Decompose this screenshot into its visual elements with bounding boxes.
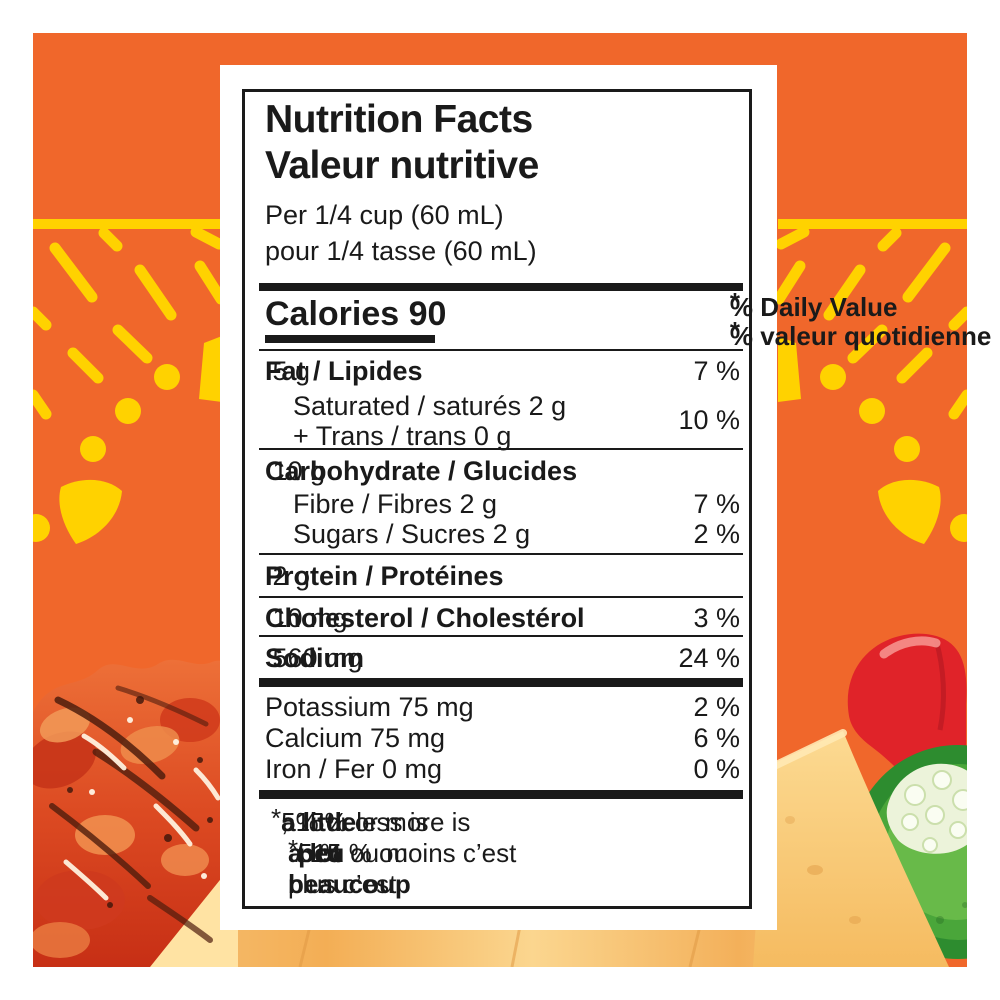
separator-rule xyxy=(259,448,743,450)
cheese-wedge-photo xyxy=(753,729,949,967)
row-calcium-dv: 6 % xyxy=(693,723,740,753)
serving-size-fr: pour 1/4 tasse (60 mL) xyxy=(265,236,537,266)
row-saturated-dv: 10 % xyxy=(678,405,740,435)
row-saturated-line2: + Trans / trans 0 g xyxy=(293,421,512,451)
row-potassium-dv: 2 % xyxy=(693,692,740,722)
nutrition-facts-panel: Nutrition Facts Valeur nutritive Per 1/4 … xyxy=(220,65,992,930)
grilled-meat-photo xyxy=(33,659,238,967)
row-fibre: Fibre / Fibres 2 g xyxy=(293,489,498,519)
separator-thick-bottom xyxy=(259,790,743,799)
separator-rule xyxy=(259,349,743,351)
calories-value: Calories 90 xyxy=(265,295,447,333)
separator-rule xyxy=(259,635,743,637)
footnote-line2: a lot / * 5 % ou moins c’est peu, 15 % ou xyxy=(288,834,524,868)
footnote-line1: * 5% or less is a little, 15% or more is xyxy=(271,803,471,837)
row-sodium-dv: 24 % xyxy=(678,643,740,673)
row-sugars: Sugars / Sucres 2 g xyxy=(293,519,531,549)
separator-thick-mid xyxy=(259,678,743,687)
row-iron-dv: 0 % xyxy=(693,754,740,784)
row-saturated-line1: Saturated / saturés 2 g xyxy=(293,391,567,421)
separator-rule xyxy=(259,553,743,555)
row-calcium: Calcium 75 mg xyxy=(265,723,446,753)
row-potassium: Potassium 75 mg xyxy=(265,692,474,722)
row-sugars-dv: 2 % xyxy=(693,519,740,549)
serving-size-en: Per 1/4 cup (60 mL) xyxy=(265,200,504,230)
calories-underline xyxy=(265,335,435,343)
row-fat-dv: 7 % xyxy=(693,356,740,386)
separator-rule xyxy=(259,596,743,598)
row-iron: Iron / Fer 0 mg xyxy=(265,754,443,784)
row-cholesterol-dv: 3 % xyxy=(693,603,740,633)
separator-thick-top xyxy=(259,283,743,291)
daily-value-header: % Daily Value *% valeur quotidienne * xyxy=(729,287,992,351)
row-fibre-dv: 7 % xyxy=(693,489,740,519)
nutrition-facts-box: Nutrition Facts Valeur nutritive Per 1/4 … xyxy=(242,89,992,909)
